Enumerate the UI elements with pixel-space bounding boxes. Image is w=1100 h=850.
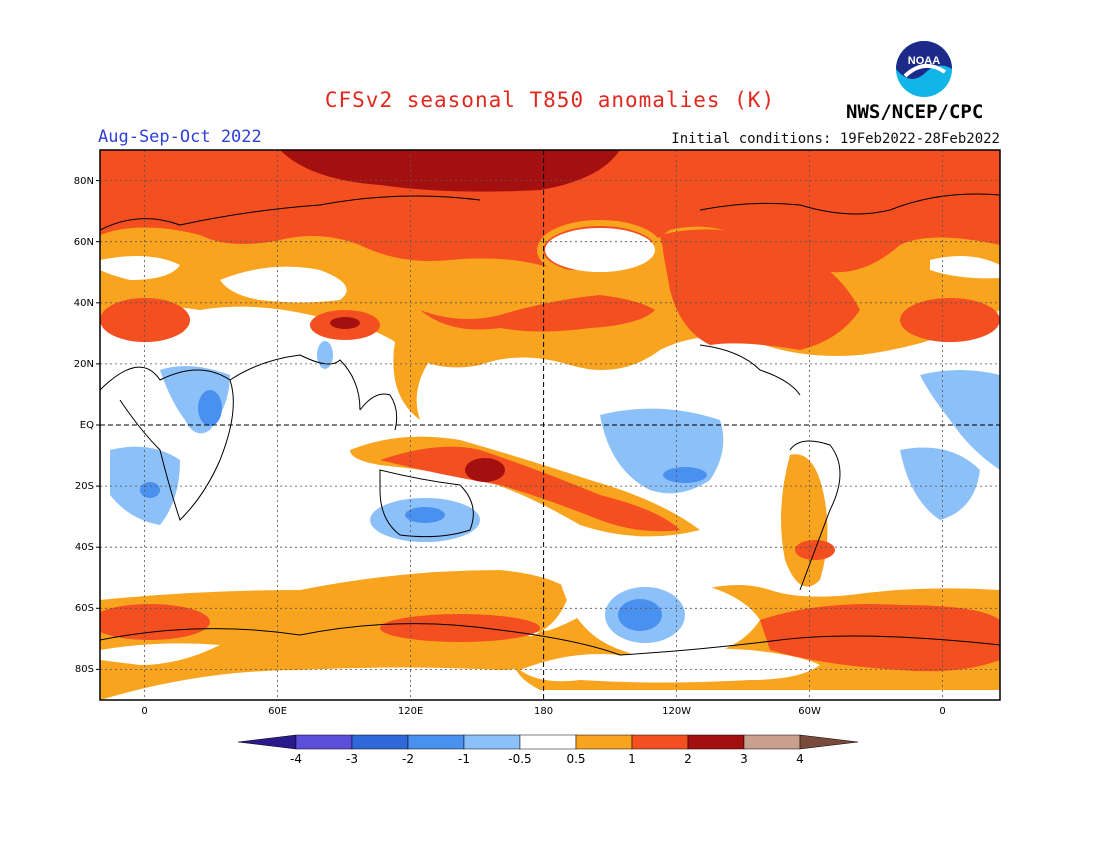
equator-dateline: [100, 150, 1000, 700]
lat-label: 60S: [75, 603, 94, 614]
legend-tick-label: 2: [684, 752, 692, 766]
lon-label: 120E: [398, 706, 423, 717]
lat-label: 80S: [75, 664, 94, 675]
legend-swatch: [519, 734, 577, 750]
map-title: CFSv2 seasonal T850 anomalies (K): [324, 88, 776, 112]
lon-label: 0: [141, 706, 147, 717]
lat-label: 40S: [75, 542, 94, 553]
lat-label: 20N: [74, 359, 94, 370]
lon-label: 120W: [662, 706, 691, 717]
color-legend: -4 -3 -2 -1 -0.5 0.5 1 2 3 4: [238, 734, 859, 766]
legend-swatches: [238, 734, 859, 750]
legend-swatch: [631, 734, 689, 750]
legend-tick-label: -0.5: [508, 752, 531, 766]
legend-tick-label: -1: [458, 752, 470, 766]
anomaly-map: 80N 60N 40N 20N EQ 20S 40S 60S 80S 0 60E…: [74, 149, 1001, 717]
initial-conditions: Initial conditions: 19Feb2022-28Feb2022: [671, 131, 1000, 147]
agency-label: NWS/NCEP/CPC: [846, 101, 984, 123]
legend-tick-label: 1: [628, 752, 636, 766]
logo-lettering: NOAA: [908, 55, 940, 67]
legend-tick-label: -3: [346, 752, 358, 766]
lat-label: 60N: [74, 237, 94, 248]
lon-label: 60W: [798, 706, 821, 717]
legend-tick-label: 0.5: [566, 752, 585, 766]
legend-swatch: [743, 734, 801, 750]
legend-tick-label: -2: [402, 752, 414, 766]
forecast-period: Aug-Sep-Oct 2022: [98, 127, 262, 147]
legend-swatch: [463, 734, 521, 750]
legend-swatch: [351, 734, 409, 750]
lat-label: EQ: [80, 420, 94, 431]
legend-tick-label: 3: [740, 752, 748, 766]
coastlines: [100, 193, 1000, 656]
lon-label: 180: [534, 706, 553, 717]
legend-swatch-high: [799, 734, 859, 750]
legend-swatch: [575, 734, 633, 750]
legend-swatch-low: [238, 734, 297, 750]
noaa-logo: NOAA: [894, 39, 954, 99]
legend-swatch: [407, 734, 465, 750]
lat-label: 40N: [74, 298, 94, 309]
legend-tick-label: 4: [796, 752, 804, 766]
legend-swatch: [295, 734, 353, 750]
lat-label: 20S: [75, 481, 94, 492]
lat-label: 80N: [74, 176, 94, 187]
legend-swatch: [687, 734, 745, 750]
lon-label: 0: [939, 706, 945, 717]
lon-label: 60E: [268, 706, 287, 717]
legend-tick-label: -4: [290, 752, 302, 766]
